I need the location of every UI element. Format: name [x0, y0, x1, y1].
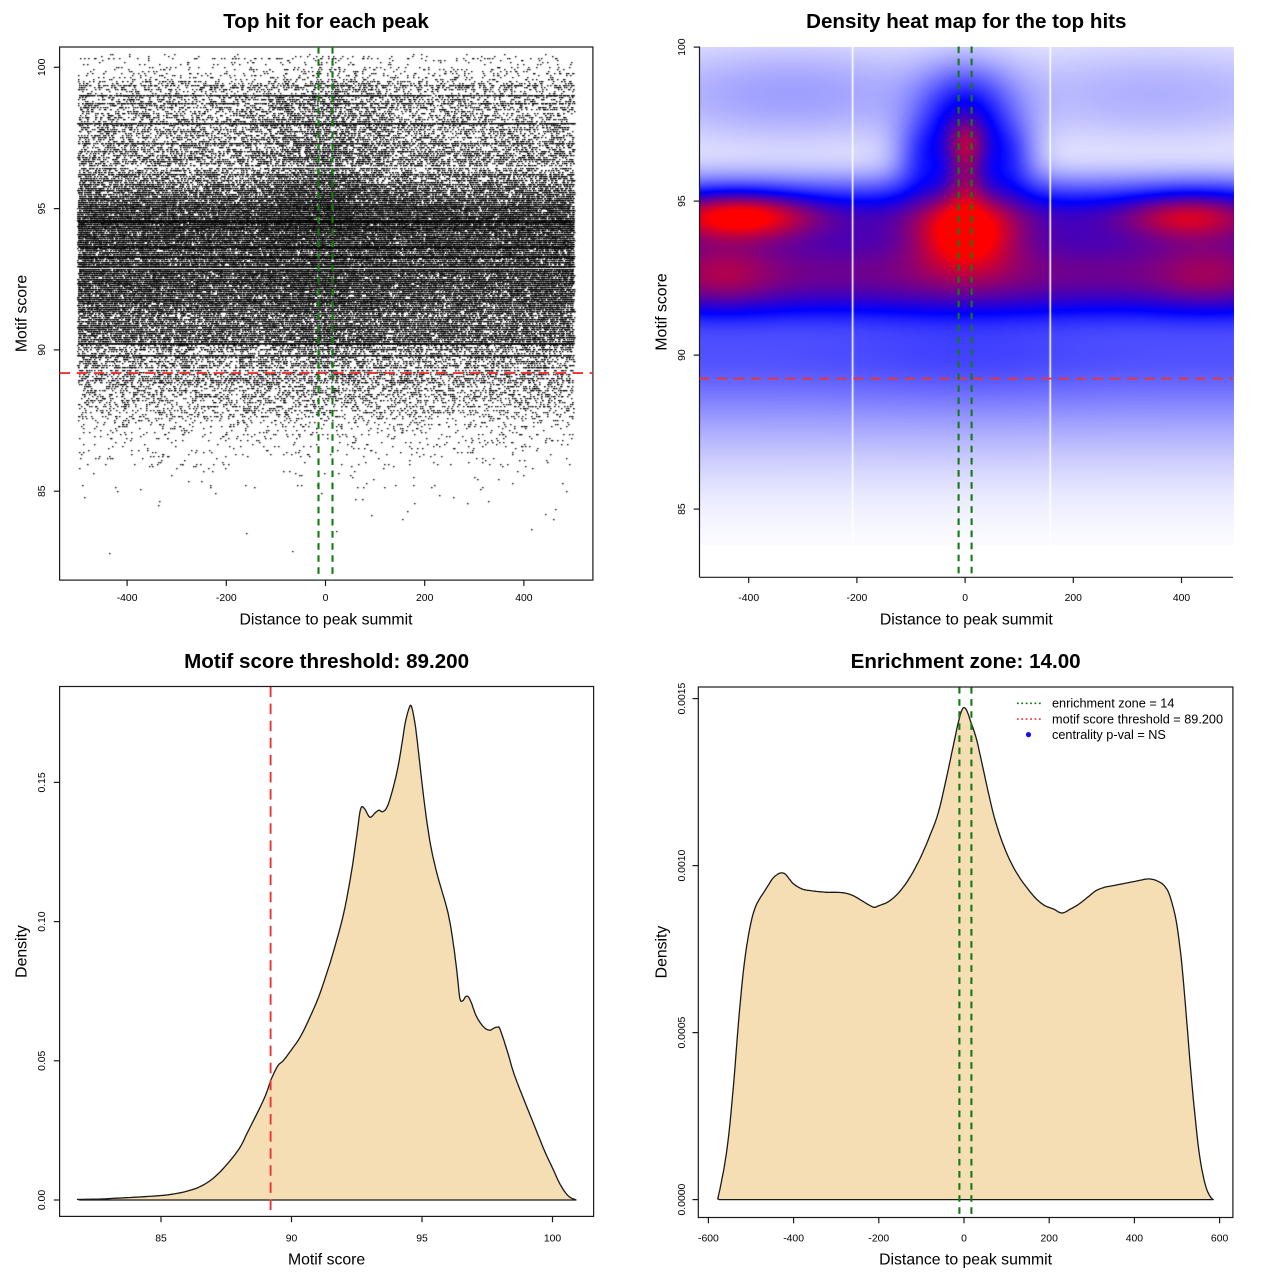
svg-text:Motif score threshold: 89.200: Motif score threshold: 89.200	[184, 650, 469, 673]
svg-text:-600: -600	[698, 1233, 719, 1244]
svg-text:centrality p-val = NS: centrality p-val = NS	[1052, 728, 1166, 742]
svg-text:Enrichment zone: 14.00: Enrichment zone: 14.00	[851, 650, 1081, 673]
svg-text:-400: -400	[738, 593, 759, 604]
svg-text:95: 95	[37, 203, 48, 215]
svg-text:0.0010: 0.0010	[677, 849, 688, 881]
svg-text:100: 100	[677, 38, 688, 56]
svg-text:Top hit for each peak: Top hit for each peak	[223, 10, 429, 33]
svg-text:95: 95	[416, 1233, 428, 1244]
svg-text:0: 0	[962, 593, 968, 604]
svg-text:Distance to peak summit: Distance to peak summit	[879, 1252, 1053, 1269]
svg-text:0.0000: 0.0000	[677, 1183, 688, 1215]
svg-text:90: 90	[286, 1233, 298, 1244]
svg-text:enrichment zone = 14: enrichment zone = 14	[1052, 697, 1174, 711]
svg-text:0: 0	[961, 1233, 967, 1244]
svg-text:0.05: 0.05	[37, 1050, 48, 1070]
svg-text:95: 95	[677, 195, 688, 207]
svg-text:-200: -200	[847, 593, 868, 604]
svg-text:-200: -200	[868, 1233, 889, 1244]
svg-text:600: 600	[1211, 1233, 1229, 1244]
svg-text:Distance to peak summit: Distance to peak summit	[880, 612, 1054, 629]
svg-text:Motif score: Motif score	[288, 1252, 365, 1269]
svg-text:0.10: 0.10	[37, 911, 48, 931]
svg-text:85: 85	[155, 1233, 167, 1244]
svg-text:Distance to peak summit: Distance to peak summit	[240, 612, 414, 629]
svg-text:90: 90	[677, 349, 688, 361]
svg-text:-400: -400	[117, 593, 138, 604]
svg-text:0.0015: 0.0015	[677, 682, 688, 714]
svg-text:85: 85	[677, 503, 688, 515]
svg-text:90: 90	[37, 344, 48, 356]
svg-text:100: 100	[544, 1233, 562, 1244]
svg-text:0.00: 0.00	[37, 1190, 48, 1210]
svg-text:-400: -400	[783, 1233, 804, 1244]
svg-text:motif score threshold = 89.200: motif score threshold = 89.200	[1052, 712, 1223, 726]
svg-text:0: 0	[323, 593, 329, 604]
svg-text:200: 200	[1041, 1233, 1059, 1244]
svg-text:200: 200	[1065, 593, 1083, 604]
svg-text:100: 100	[37, 58, 48, 76]
svg-text:200: 200	[416, 593, 434, 604]
svg-text:0.0005: 0.0005	[677, 1016, 688, 1048]
svg-text:Motif score: Motif score	[14, 275, 31, 352]
svg-text:85: 85	[37, 485, 48, 497]
svg-text:0.15: 0.15	[37, 772, 48, 792]
svg-text:Density heat map for the top h: Density heat map for the top hits	[806, 10, 1126, 33]
svg-text:400: 400	[1173, 593, 1191, 604]
svg-text:Density: Density	[14, 925, 31, 978]
svg-text:-200: -200	[216, 593, 237, 604]
svg-text:400: 400	[515, 593, 533, 604]
svg-text:Motif score: Motif score	[654, 273, 671, 350]
svg-text:400: 400	[1126, 1233, 1144, 1244]
svg-text:Density: Density	[654, 926, 671, 979]
